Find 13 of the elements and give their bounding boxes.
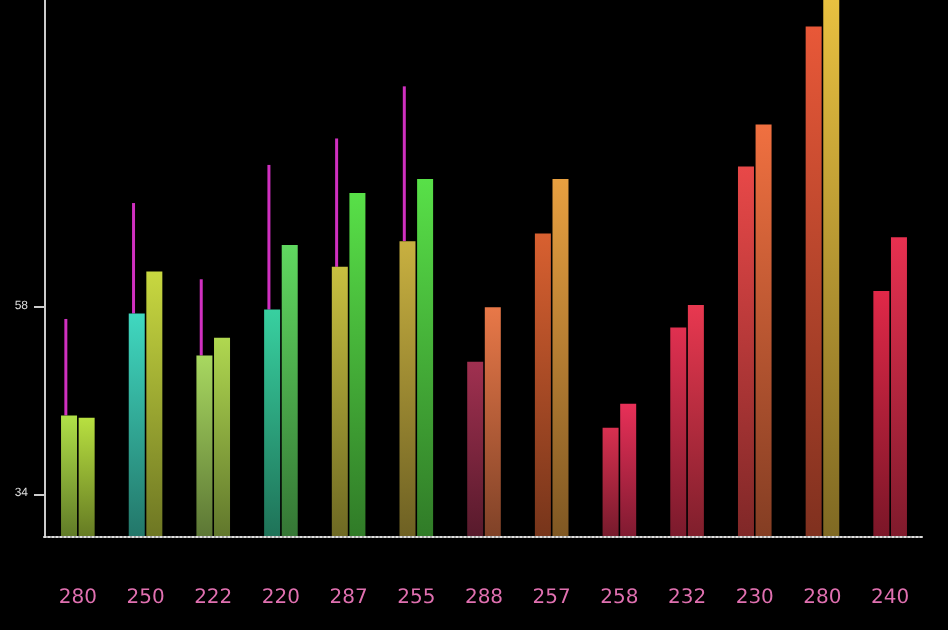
x-tick-label: 220 bbox=[261, 587, 301, 609]
x-tick-label: 232 bbox=[667, 587, 707, 609]
x-tick-label: 230 bbox=[735, 587, 774, 609]
x-tick-label: 250 bbox=[126, 587, 165, 609]
x-tick-label: 258 bbox=[600, 587, 639, 609]
x-tick-label: 288 bbox=[464, 587, 504, 609]
x-tick-label: 280 bbox=[803, 587, 842, 609]
x-tick-label: 257 bbox=[532, 587, 571, 609]
x-tick-label: 280 bbox=[58, 587, 97, 609]
x-tick-label: 240 bbox=[871, 587, 910, 609]
x-tick-label: 255 bbox=[397, 587, 436, 609]
x-tick-label: 287 bbox=[329, 587, 368, 609]
x-tick-label: 222 bbox=[194, 587, 233, 609]
